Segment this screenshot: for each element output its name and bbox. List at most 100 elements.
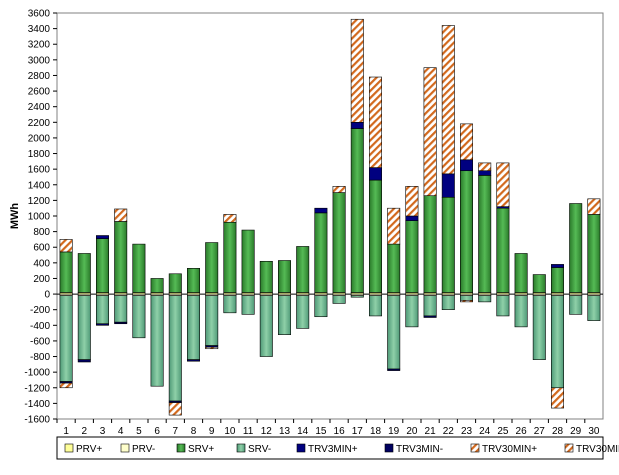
x-tick-label-29: 29: [570, 426, 582, 437]
bar-segment-srv--day-3: [96, 295, 109, 325]
y-tick-label: 400: [33, 258, 50, 269]
bar-segment-srv--day-12: [259, 260, 273, 293]
bar-segment-srv--day-15: [314, 295, 328, 318]
bar-segment-srv--day-14: [296, 295, 310, 329]
y-tick-label: 3200: [28, 40, 51, 51]
bar-segment-srv--day-11: [241, 295, 255, 315]
bar-segment-srv--day-16: [332, 192, 346, 293]
x-tick-label-7: 7: [173, 426, 179, 437]
bar-segment-trv3min--day-15: [314, 207, 328, 214]
bar-segment-srv--day-24: [478, 175, 492, 293]
bar-segment-trv3min--day-21: [423, 315, 437, 318]
y-tick-label: -1400: [24, 399, 50, 410]
y-tick-label: 800: [33, 227, 50, 238]
legend-label: TRV3MIN-: [396, 444, 443, 455]
legend-item-trv30min-: TRV30MIN+: [470, 443, 537, 455]
legend-label: TRV3MIN+: [308, 444, 358, 455]
bar-segment-trv3min--day-20: [405, 215, 419, 221]
legend-swatch: [470, 443, 480, 453]
bar-segment-srv--day-28: [551, 295, 564, 389]
bar-segment-srv--day-6: [150, 278, 164, 293]
legend-label: TRV30MIN-: [576, 444, 619, 455]
bar-segment-trv3min--day-24: [478, 170, 492, 176]
x-tick-label-18: 18: [370, 426, 382, 437]
y-tick-label: 1000: [28, 212, 51, 223]
y-tick-label: 1600: [28, 165, 51, 176]
bar-segment-srv--day-1: [59, 295, 73, 382]
bar-segment-trv30min--day-23: [460, 300, 473, 303]
y-tick-label: 0: [44, 290, 50, 301]
x-tick-label-20: 20: [406, 426, 418, 437]
y-tick-label: -1000: [24, 368, 50, 379]
bar-segment-srv--day-20: [405, 295, 419, 328]
bar-segment-srv--day-1: [59, 251, 73, 293]
y-tick-label: -800: [30, 352, 50, 363]
bar-segment-srv--day-9: [205, 242, 219, 293]
x-tick-label-12: 12: [261, 426, 273, 437]
bar-segment-trv30min--day-20: [405, 186, 419, 217]
bar-segment-trv30min--day-10: [223, 214, 237, 223]
x-tick-label-22: 22: [443, 426, 455, 437]
y-tick-label: 3000: [28, 55, 51, 66]
bar-segment-srv--day-13: [278, 295, 291, 335]
bar-segment-srv--day-10: [223, 221, 237, 293]
legend-item-srv-: SRV+: [176, 443, 214, 455]
x-tick-label-11: 11: [243, 426, 254, 437]
x-tick-label-13: 13: [279, 426, 291, 437]
bar-segment-trv3min--day-23: [460, 159, 473, 172]
bar-segment-srv--day-19: [387, 243, 401, 293]
bar-segment-srv--day-11: [241, 229, 255, 293]
bar-segment-trv3min--day-2: [77, 359, 91, 363]
bar-segment-trv3min--day-3: [96, 235, 109, 239]
bar-segment-trv30min--day-30: [587, 198, 601, 215]
y-tick-label: 2000: [28, 133, 51, 144]
bar-segment-srv--day-30: [587, 214, 601, 293]
y-tick-label: -1600: [24, 415, 50, 426]
x-tick-label-1: 1: [63, 426, 69, 437]
bar-segment-srv--day-17: [350, 295, 364, 298]
legend-swatch: [176, 443, 186, 453]
bar-segment-trv30min--day-19: [387, 207, 401, 245]
legend-label: TRV30MIN+: [482, 444, 537, 455]
legend-swatch: [236, 443, 246, 453]
bar-segment-srv--day-27: [532, 295, 546, 360]
bar-segment-srv--day-29: [569, 203, 583, 293]
y-tick-label: 200: [33, 274, 50, 285]
bar-segment-srv--day-16: [332, 295, 346, 304]
bar-segment-srv--day-27: [532, 274, 546, 293]
bar-segment-srv--day-21: [423, 195, 437, 293]
x-tick-label-6: 6: [154, 426, 160, 437]
bar-segment-trv30min--day-18: [369, 76, 382, 168]
y-tick-label: 1200: [28, 196, 51, 207]
y-tick-label: -600: [30, 336, 50, 347]
bar-segment-srv--day-26: [514, 253, 528, 293]
bar-segment-srv--day-8: [187, 268, 200, 293]
legend-item-srv-: SRV-: [236, 443, 271, 455]
bar-segment-srv--day-10: [223, 295, 237, 314]
y-tick-label: 1400: [28, 180, 51, 191]
x-tick-label-2: 2: [82, 426, 88, 437]
x-tick-label-21: 21: [425, 426, 437, 437]
bar-segment-trv30min--day-21: [423, 67, 437, 197]
bar-segment-trv3min--day-28: [551, 264, 564, 268]
bar-segment-trv3min--day-3: [96, 323, 109, 326]
y-tick-label: 2600: [28, 87, 51, 98]
bar-segment-srv--day-28: [551, 267, 564, 293]
x-tick-label-8: 8: [191, 426, 197, 437]
bar-segment-srv--day-5: [132, 295, 146, 339]
y-tick-label: -200: [30, 305, 50, 316]
bar-segment-srv--day-9: [205, 295, 219, 346]
bar-segment-srv--day-17: [350, 128, 364, 293]
bar-segment-srv--day-14: [296, 246, 310, 293]
x-tick-label-17: 17: [352, 426, 364, 437]
bar-segment-srv--day-26: [514, 295, 528, 328]
legend-item-prv-: PRV+: [64, 443, 102, 455]
bar-segment-trv3min--day-8: [187, 359, 200, 362]
bar-segment-srv--day-4: [114, 221, 128, 293]
bar-segment-trv3min--day-22: [441, 173, 455, 198]
bar-segment-trv30min--day-28: [551, 387, 564, 409]
y-tick-label: 3600: [28, 9, 51, 20]
bar-segment-trv30min--day-1: [59, 382, 73, 389]
